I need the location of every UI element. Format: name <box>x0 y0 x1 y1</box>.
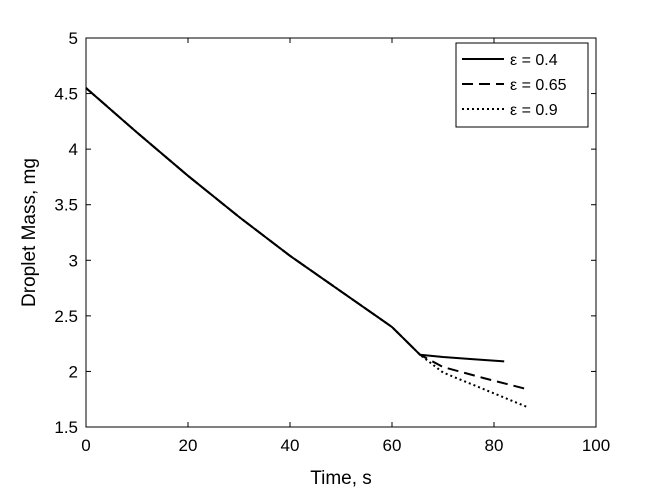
y-tick-label: 5 <box>69 29 78 48</box>
series-line-dotted <box>85 87 528 408</box>
x-tick-label: 60 <box>383 436 402 455</box>
x-tick-label: 100 <box>582 436 610 455</box>
x-axis-label: Time, s <box>310 468 372 489</box>
x-tick-label: 20 <box>179 436 198 455</box>
series-line-solid <box>85 87 505 363</box>
legend-items: ε = 0.4 ε = 0.65 ε = 0.9 <box>462 52 567 119</box>
tick-layer: 0 20 40 60 80 100 1.5 2 2.5 3 3.5 4 4.5 5 <box>54 29 610 455</box>
y-tick-label: 4.5 <box>54 85 78 104</box>
legend-box <box>455 42 589 128</box>
x-tick-label: 80 <box>485 436 504 455</box>
x-tick-label: 0 <box>81 436 90 455</box>
y-axis-label: Droplet Mass, mg <box>19 158 40 307</box>
y-tick-label: 3.5 <box>54 196 78 215</box>
y-tick-label: 1.5 <box>54 418 78 437</box>
plot-area-frame <box>85 37 597 428</box>
y-tick-label: 2.5 <box>54 307 78 326</box>
y-tick-label: 3 <box>69 251 78 270</box>
legend-label: ε = 0.9 <box>510 102 558 119</box>
x-tick-label: 40 <box>281 436 300 455</box>
legend-label: ε = 0.65 <box>510 77 567 94</box>
series-line-dashed <box>85 87 528 391</box>
legend: ε = 0.4 ε = 0.65 ε = 0.9 <box>455 42 589 128</box>
y-tick-label: 4 <box>69 140 78 159</box>
legend-label: ε = 0.4 <box>510 52 558 69</box>
y-tick-label: 2 <box>69 362 78 381</box>
series-layer <box>85 87 528 408</box>
